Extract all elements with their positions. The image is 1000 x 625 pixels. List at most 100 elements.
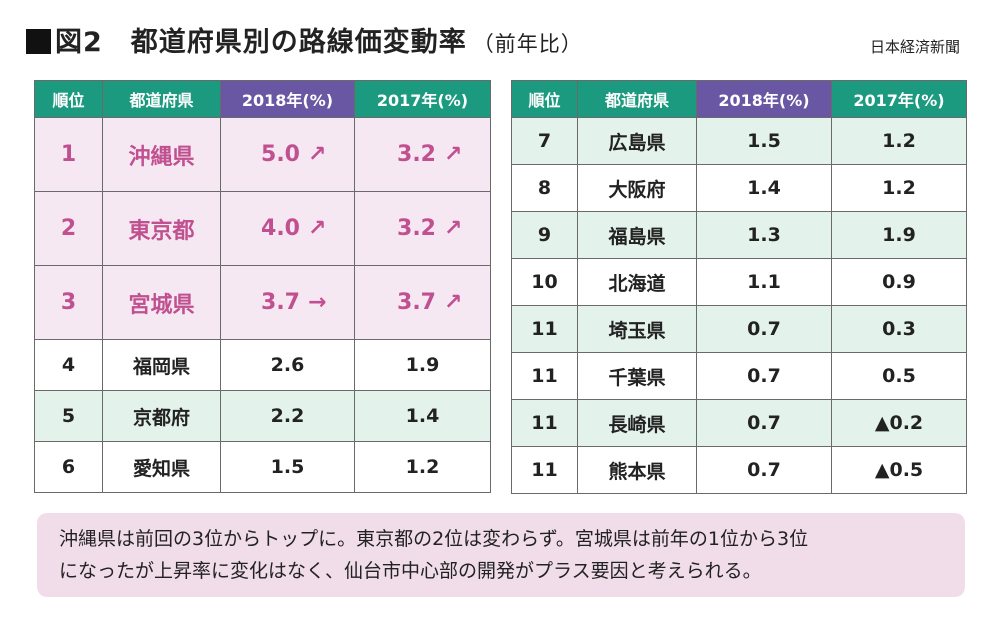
cell-value: 3.2 [397,216,436,241]
caption-line-2: になったが上昇率に変化はなく、仙台市中心部の開発がプラス要因と考えられる。 [59,560,762,582]
cell-2017: 0.5 [831,352,967,400]
trend-arrow-icon: ↗ [444,290,463,315]
cell-prefecture: 宮城県 [102,265,221,340]
cell-value: 1.1 [747,271,781,293]
cell-value: 1.4 [747,177,781,199]
cell-value: 1.9 [882,224,916,246]
header-2017: 2017年(%) [831,80,967,118]
cell-rank: 2 [34,191,103,266]
header-2017: 2017年(%) [354,80,491,118]
trend-arrow-icon: ↗ [308,216,327,241]
cell-rank: 11 [511,399,578,447]
cell-value: 3.2 [397,142,436,167]
cell-prefecture: 京都府 [102,390,221,442]
cell-rank: 11 [511,446,578,494]
cell-prefecture: 北海道 [577,258,697,306]
cell-value: 0.9 [882,271,916,293]
chart-title-main: 図2 都道府県別の路線価変動率 [55,27,467,58]
table-body-left: 1 沖縄県 5.0 ↗ 3.2 ↗ 2 東京都 4.0 ↗ 3.2 ↗ 3 宮城県 3.7 → 3.7 ↗ 4 福岡県… [34,117,491,493]
cell-rank: 4 [34,339,103,391]
cell-2017: ▲0.2 [831,399,967,447]
table-row: 4 福岡県 2.6 1.9 [34,339,491,391]
table-header-row: 順位 都道府県 2018年(%) 2017年(%) [34,80,491,118]
table-row: 11 千葉県 0.7 0.5 [511,352,967,400]
cell-rank: 11 [511,352,578,400]
cell-prefecture: 長崎県 [577,399,697,447]
ranking-table-left: 順位 都道府県 2018年(%) 2017年(%) 1 沖縄県 5.0 ↗ 3.2 ↗ 2 東… [34,80,491,493]
cell-value: 1.4 [405,405,440,427]
table-row: 2 東京都 4.0 ↗ 3.2 ↗ [34,191,491,266]
cell-value: 0.5 [882,365,916,387]
cell-prefecture: 広島県 [577,117,697,165]
cell-value: 1.3 [747,224,781,246]
cell-prefecture: 東京都 [102,191,221,266]
cell-value: ▲0.5 [874,459,924,481]
table-row: 8 大阪府 1.4 1.2 [511,164,967,212]
table-row: 1 沖縄県 5.0 ↗ 3.2 ↗ [34,117,491,192]
cell-rank: 1 [34,117,103,192]
source-label: 日本経済新聞 [869,38,960,56]
cell-rank: 6 [34,441,103,493]
header-prefecture: 都道府県 [577,80,697,118]
cell-value: 2.2 [270,405,305,427]
header-2018: 2018年(%) [696,80,832,118]
cell-value: 1.9 [405,354,440,376]
table-header-row: 順位 都道府県 2018年(%) 2017年(%) [511,80,967,118]
cell-value: 1.2 [405,456,440,478]
cell-2018: 1.5 [220,441,355,493]
chart-title: 図2 都道府県別の路線価変動率 （前年比） [26,20,583,59]
cell-2018: 3.7 → [220,265,355,340]
cell-rank: 8 [511,164,578,212]
cell-value: 2.6 [270,354,305,376]
cell-2018: 0.7 [696,399,832,447]
cell-value: 0.7 [747,459,781,481]
header-prefecture: 都道府県 [102,80,221,118]
cell-value: 1.5 [747,130,781,152]
cell-rank: 5 [34,390,103,442]
cell-2017: 1.9 [354,339,491,391]
cell-2017: 0.3 [831,305,967,353]
cell-value: 3.7 [261,290,300,315]
cell-2017: ▲0.5 [831,446,967,494]
cell-value: 1.2 [882,130,916,152]
cell-rank: 3 [34,265,103,340]
trend-arrow-icon: ↗ [444,216,463,241]
table-row: 5 京都府 2.2 1.4 [34,390,491,442]
table-row: 11 長崎県 0.7 ▲0.2 [511,399,967,447]
chart-title-sub: （前年比） [472,32,583,56]
trend-arrow-icon: ↗ [308,142,327,167]
cell-prefecture: 千葉県 [577,352,697,400]
cell-value: ▲0.2 [874,412,924,434]
cell-2017: 1.4 [354,390,491,442]
cell-value: 4.0 [261,216,300,241]
cell-2018: 1.3 [696,211,832,259]
cell-rank: 10 [511,258,578,306]
table-row: 10 北海道 1.1 0.9 [511,258,967,306]
cell-2017: 0.9 [831,258,967,306]
cell-2018: 2.6 [220,339,355,391]
cell-2018: 5.0 ↗ [220,117,355,192]
cell-2018: 4.0 ↗ [220,191,355,266]
cell-2017: 1.2 [354,441,491,493]
cell-value: 3.7 [397,290,436,315]
table-row: 11 埼玉県 0.7 0.3 [511,305,967,353]
cell-prefecture: 福島県 [577,211,697,259]
cell-value: 0.7 [747,412,781,434]
cell-prefecture: 大阪府 [577,164,697,212]
cell-2018: 2.2 [220,390,355,442]
ranking-table-right: 順位 都道府県 2018年(%) 2017年(%) 7 広島県 1.5 1.2 8 大阪府… [511,80,967,494]
cell-2018: 0.7 [696,446,832,494]
cell-rank: 9 [511,211,578,259]
cell-prefecture: 福岡県 [102,339,221,391]
cell-2018: 1.5 [696,117,832,165]
cell-2017: 1.9 [831,211,967,259]
header-rank: 順位 [511,80,578,118]
cell-prefecture: 埼玉県 [577,305,697,353]
table-row: 3 宮城県 3.7 → 3.7 ↗ [34,265,491,340]
header-rank: 順位 [34,80,103,118]
cell-2017: 3.7 ↗ [354,265,491,340]
cell-2018: 0.7 [696,352,832,400]
cell-prefecture: 愛知県 [102,441,221,493]
cell-2018: 0.7 [696,305,832,353]
table-row: 9 福島県 1.3 1.9 [511,211,967,259]
